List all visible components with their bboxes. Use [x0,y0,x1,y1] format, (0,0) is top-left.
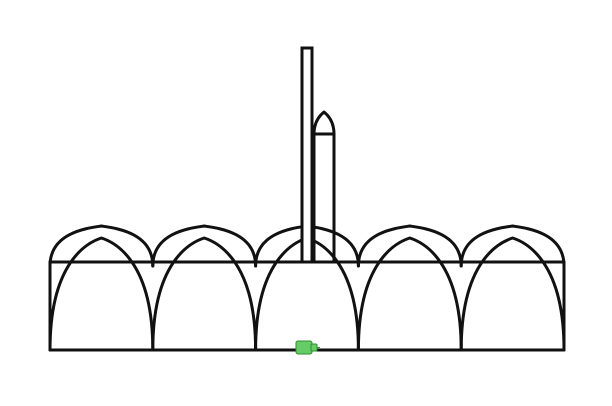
upper-arch [459,224,566,268]
upper-arch [151,224,258,268]
lower-arch [48,236,155,352]
lower-arch [151,236,258,352]
marker-nub [310,343,318,352]
marker-body [295,340,313,355]
lower-arch [459,236,566,352]
rocket-spire [312,110,336,264]
upper-arch [48,224,155,268]
lower-arch-row [48,236,566,352]
lower-arch [356,236,463,352]
green-block-icon [295,340,320,355]
upper-arch [356,224,463,268]
tall-tower [300,46,314,264]
